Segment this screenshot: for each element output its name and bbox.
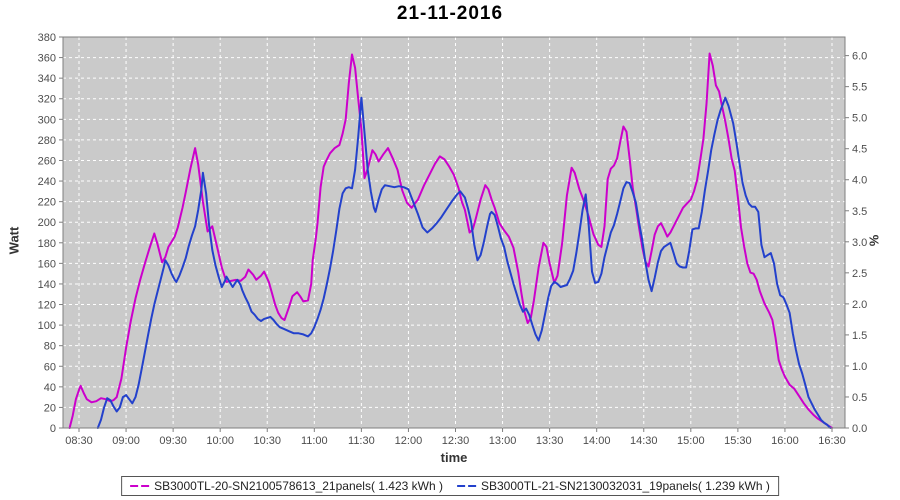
left-tick-label: 260 <box>38 155 56 167</box>
x-tick-label: 11:30 <box>348 435 375 447</box>
right-tick-label: 5.5 <box>852 82 867 94</box>
left-tick-label: 20 <box>44 402 56 414</box>
left-tick-label: 40 <box>44 382 56 394</box>
left-tick-label: 340 <box>38 73 56 85</box>
x-tick-label: 16:30 <box>818 435 846 447</box>
left-tick-label: 220 <box>38 197 56 209</box>
left-tick-label: 300 <box>38 114 56 126</box>
x-tick-label: 15:00 <box>677 435 705 447</box>
right-tick-label: 4.5 <box>852 144 867 156</box>
x-tick-label: 16:00 <box>771 435 799 447</box>
chart-legend: SB3000TL-20-SN2100578613_21panels( 1.423… <box>121 476 779 496</box>
right-tick-label: 5.0 <box>852 113 867 125</box>
y-axis-label-percent: % <box>866 234 882 247</box>
legend-item-inverter-21: SB3000TL-21-SN2130032031_19panels( 1.239… <box>457 479 770 493</box>
series1-line-swatch-icon <box>130 485 150 487</box>
left-tick-label: 380 <box>38 32 56 44</box>
left-tick-label: 160 <box>38 258 56 270</box>
right-tick-label: 2.5 <box>852 268 867 280</box>
series-line-2 <box>96 96 832 429</box>
x-tick-label: 10:00 <box>206 435 234 447</box>
left-tick-label: 320 <box>38 94 56 106</box>
axis-ticks <box>59 36 849 432</box>
x-axis-label-time: time <box>440 450 468 465</box>
left-tick-label: 0 <box>50 423 56 435</box>
left-tick-label: 360 <box>38 53 56 65</box>
legend-label-inverter-21: SB3000TL-21-SN2130032031_19panels( 1.239… <box>481 479 770 493</box>
left-tick-label: 80 <box>44 341 56 353</box>
x-tick-label: 09:30 <box>159 435 187 447</box>
x-tick-label: 08:30 <box>65 435 93 447</box>
series2-line-swatch-icon <box>457 485 476 487</box>
x-tick-label: 12:00 <box>395 435 423 447</box>
left-tick-label: 280 <box>38 135 56 147</box>
chart-title: 21-11-2016 <box>396 3 504 24</box>
x-tick-label: 13:00 <box>489 435 517 447</box>
left-tick-label: 140 <box>38 279 56 291</box>
x-tick-label: 12:30 <box>442 435 470 447</box>
y-axis-label-watt: Watt <box>6 226 22 255</box>
right-tick-label: 1.5 <box>852 330 867 342</box>
left-tick-label: 240 <box>38 176 56 188</box>
left-tick-label: 60 <box>44 361 56 373</box>
x-tick-label: 15:30 <box>724 435 752 447</box>
plot-background <box>63 37 845 428</box>
legend-item-inverter-20: SB3000TL-20-SN2100578613_21panels( 1.423… <box>130 479 443 493</box>
right-tick-label: 0.5 <box>852 392 867 404</box>
right-tick-label: 0.0 <box>852 423 867 435</box>
right-tick-label: 2.0 <box>852 299 867 311</box>
x-tick-label: 14:00 <box>583 435 611 447</box>
left-tick-label: 120 <box>38 300 56 312</box>
left-tick-label: 180 <box>38 238 56 250</box>
plot-border <box>62 36 846 429</box>
right-tick-label: 4.0 <box>852 175 867 187</box>
right-tick-label: 6.0 <box>852 51 867 63</box>
x-tick-label: 09:00 <box>112 435 140 447</box>
x-tick-label: 10:30 <box>253 435 281 447</box>
x-tick-label: 13:30 <box>536 435 564 447</box>
right-tick-label: 3.5 <box>852 206 867 218</box>
plot-grid <box>63 36 845 429</box>
x-tick-label: 14:30 <box>630 435 658 447</box>
left-tick-label: 100 <box>38 320 56 332</box>
left-tick-label: 200 <box>38 217 56 229</box>
series-line-1 <box>68 52 833 429</box>
right-tick-label: 3.0 <box>852 237 867 249</box>
legend-label-inverter-20: SB3000TL-20-SN2100578613_21panels( 1.423… <box>154 479 443 493</box>
right-tick-label: 1.0 <box>852 361 867 373</box>
x-tick-label: 11:00 <box>301 435 328 447</box>
